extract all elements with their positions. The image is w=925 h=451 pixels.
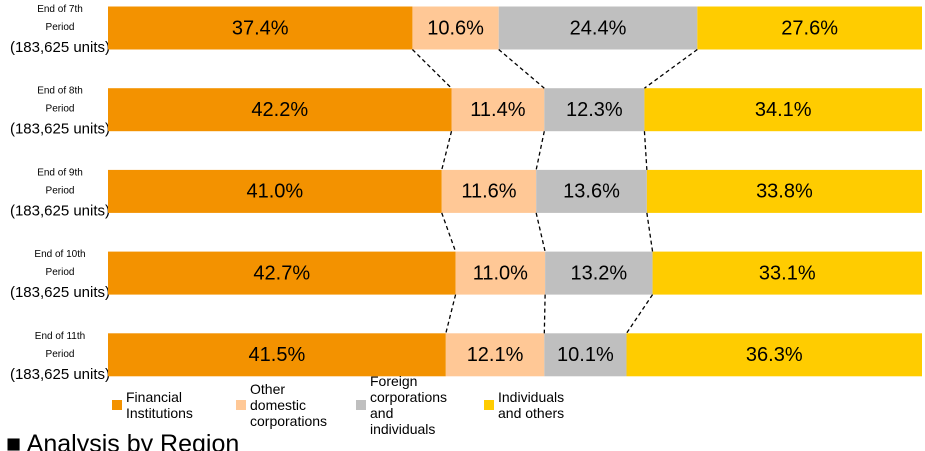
category-label-line: Period (46, 103, 75, 114)
connector (441, 212, 457, 252)
bar-segment (412, 6, 499, 50)
value-label: 33.1% (759, 262, 816, 284)
category-label-line: End of 10th (34, 249, 85, 260)
value-label: 12.3% (566, 99, 623, 121)
value-label: 41.5% (249, 344, 306, 366)
connector (411, 49, 452, 89)
bar-segment (545, 251, 653, 295)
value-label: 13.6% (563, 181, 620, 203)
bar-segment (108, 333, 446, 377)
legend-item: Individuals and others (484, 372, 584, 438)
category-label-line: Period (46, 22, 75, 33)
connector (498, 49, 545, 89)
value-label: 10.6% (427, 17, 484, 39)
value-label: 10.1% (557, 344, 614, 366)
value-label: 11.6% (461, 181, 516, 203)
category-label-line: (183,625 units) (10, 284, 110, 301)
legend-label: Financial Institutions (126, 389, 193, 421)
value-label: 33.8% (756, 181, 813, 203)
category-label-line: Period (46, 267, 75, 278)
connector (441, 131, 453, 171)
value-label: 41.0% (247, 181, 304, 203)
category-label: End of 9th Period (183,625 units) (10, 167, 110, 219)
bar-segment (646, 169, 922, 213)
bar-segment (498, 6, 698, 50)
bar-segment (445, 333, 545, 377)
category-label-line: (183,625 units) (10, 39, 110, 56)
bar-segment (697, 6, 922, 50)
legend-swatch (484, 400, 494, 410)
value-label: 11.4% (470, 99, 525, 121)
value-label: 12.1% (467, 344, 524, 366)
value-label: 13.2% (570, 262, 627, 284)
category-label: End of 7th Period (183,625 units) (10, 4, 110, 56)
value-label: 11.0% (473, 262, 528, 284)
legend-swatch (236, 400, 246, 410)
category-label-line: End of 9th (37, 167, 83, 178)
legend-swatch (356, 400, 366, 410)
bar-segment (455, 251, 546, 295)
value-label: 37.4% (232, 17, 289, 39)
connector (445, 294, 457, 334)
bar-segment (451, 88, 545, 132)
category-label-line: (183,625 units) (10, 366, 110, 383)
category-label-line: (183,625 units) (10, 202, 110, 219)
category-label-line: Period (46, 348, 75, 359)
category-label-line: (183,625 units) (10, 121, 110, 138)
category-label: End of 11th Period (183,625 units) (10, 330, 110, 382)
bar-segment (441, 169, 537, 213)
legend-item: Financial Institutions (112, 372, 236, 438)
category-label-line: End of 11th (35, 330, 85, 341)
section-heading: ■ Analysis by Region (6, 430, 240, 451)
category-label-line: Period (46, 185, 75, 196)
connector (625, 294, 654, 334)
category-label-line: End of 8th (37, 85, 83, 96)
value-label: 34.1% (755, 99, 812, 121)
bar-segment (652, 251, 922, 295)
value-label: 36.3% (746, 344, 803, 366)
connector (644, 48, 698, 89)
bar-segment (626, 333, 922, 377)
legend-swatch (112, 400, 122, 410)
category-label-line: End of 7th (37, 4, 83, 15)
bar-segment (108, 169, 442, 213)
connector (535, 212, 546, 252)
connector (643, 131, 648, 170)
connector (535, 131, 545, 171)
connector (646, 212, 654, 252)
category-label: End of 8th Period (183,625 units) (10, 85, 110, 137)
value-label: 42.2% (251, 99, 308, 121)
bar-segment (108, 88, 452, 132)
legend-item: Other domestic corporations (236, 372, 356, 438)
bar-segment (108, 251, 456, 295)
value-label: 27.6% (781, 17, 838, 39)
category-label: End of 10th Period (183,625 units) (10, 249, 110, 301)
legend: Financial Institutions Other domestic cor… (112, 372, 584, 438)
value-label: 24.4% (570, 17, 627, 39)
bar-segment (544, 333, 627, 377)
value-label: 42.7% (253, 262, 310, 284)
bar-segment (644, 88, 922, 132)
legend-label: Foreign corporations and individuals (370, 373, 448, 437)
bar-segment (536, 169, 647, 213)
legend-label: Other domestic corporations (250, 381, 328, 429)
bar-segment (544, 88, 645, 132)
legend-item: Foreign corporations and individuals (356, 372, 484, 438)
bar-segment (108, 6, 413, 50)
legend-label: Individuals and others (498, 389, 565, 421)
connector (543, 294, 546, 334)
